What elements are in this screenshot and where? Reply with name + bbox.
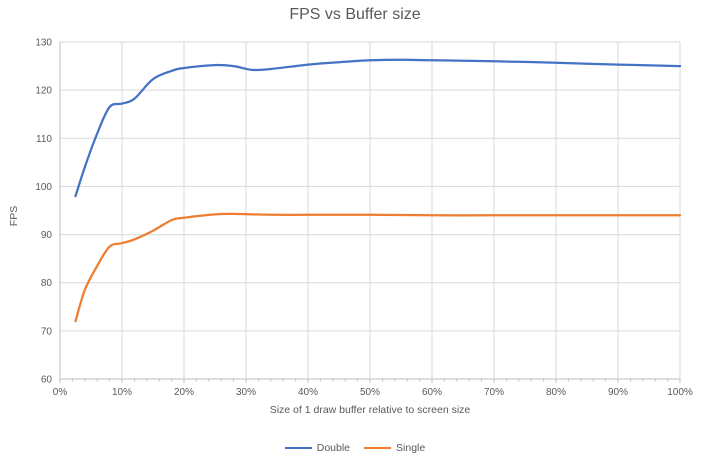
x-tick-label: 10% <box>112 387 132 398</box>
series-line-double <box>74 58 682 198</box>
legend-item-single: Single <box>364 442 425 454</box>
legend-item-double: Double <box>284 442 351 454</box>
y-tick-label: 90 <box>41 230 53 241</box>
legend-label: Single <box>396 442 426 454</box>
x-tick-label: 60% <box>422 387 442 398</box>
y-tick-label: 110 <box>36 134 52 145</box>
x-tick-label: 50% <box>360 387 380 398</box>
x-tick-label: 40% <box>298 387 318 398</box>
y-tick-label: 60 <box>41 375 53 386</box>
series-line-single <box>74 212 682 323</box>
x-tick-label: 70% <box>484 387 504 398</box>
x-tick-label: 90% <box>608 387 628 398</box>
chart-title: FPS vs Buffer size <box>289 6 421 23</box>
x-tick-label: 0% <box>53 387 68 398</box>
legend: Double Single <box>0 442 710 454</box>
x-tick-label: 100% <box>667 387 693 398</box>
y-tick-label: 70 <box>41 326 53 337</box>
legend-label: Double <box>316 442 351 454</box>
x-tick-label: 80% <box>546 387 566 398</box>
legend-swatch-double <box>284 447 312 449</box>
y-axis-title: FPS <box>8 205 20 227</box>
y-tick-label: 100 <box>35 182 52 193</box>
x-tick-label: 20% <box>174 387 194 398</box>
y-tick-label: 120 <box>35 86 52 97</box>
x-tick-label: 30% <box>236 387 256 398</box>
x-axis-title: Size of 1 draw buffer relative to screen… <box>269 404 471 416</box>
y-tick-label: 130 <box>35 38 52 49</box>
legend-swatch-single <box>364 447 392 449</box>
y-tick-label: 80 <box>41 278 53 289</box>
